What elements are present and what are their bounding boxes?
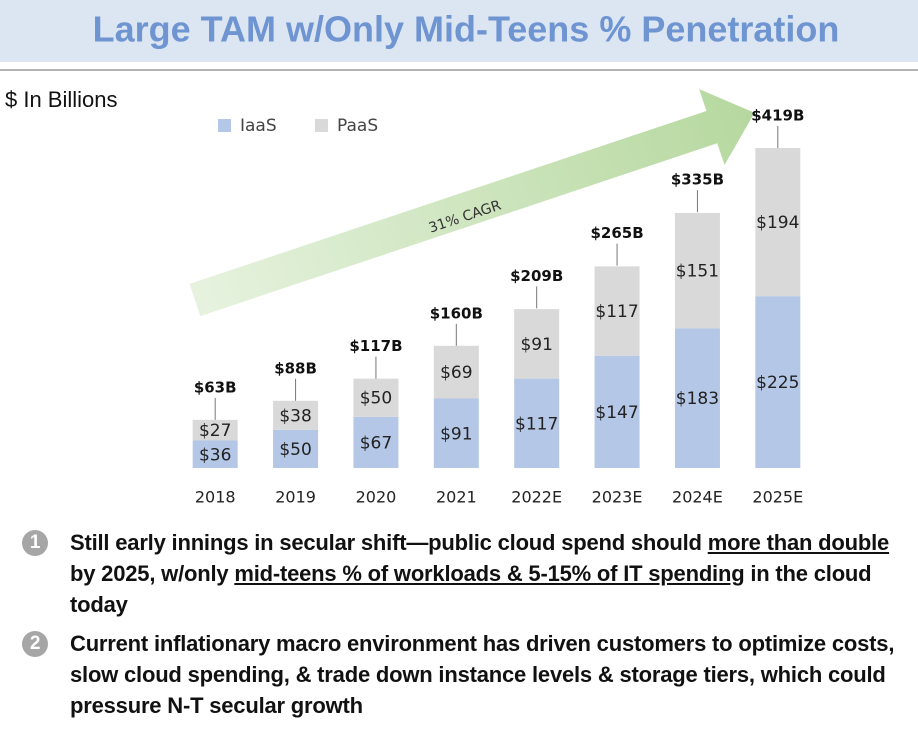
x-tick-label: 2023E (592, 488, 643, 507)
segment-label: $147 (595, 403, 638, 423)
bullet-text: more than double (707, 530, 890, 555)
segment-label: $50 (360, 389, 392, 409)
segment-label: $50 (279, 440, 311, 460)
bar-segment (674, 328, 720, 468)
segment-label: $27 (199, 421, 231, 441)
bar-segment (433, 345, 479, 399)
segment-label: $183 (676, 389, 719, 409)
segment-label: $117 (595, 302, 638, 322)
bar-segment (594, 355, 640, 468)
bullet-number: 2 (22, 631, 48, 657)
bullet-text: Current inflationary macro environment h… (70, 631, 895, 718)
title-banner (0, 0, 918, 62)
bar-segment (514, 309, 560, 379)
bar-segment (514, 378, 560, 468)
bar-segment (273, 400, 319, 430)
bullets: 1 Still early innings in secular shift—pu… (0, 527, 918, 729)
segment-label: $69 (440, 363, 472, 383)
bar-segment (433, 398, 479, 468)
bar-segment (674, 212, 720, 329)
bullet-text: mid-teens % of workloads & 5-15% of IT s… (234, 561, 745, 586)
bullet: 1 Still early innings in secular shift—pu… (0, 527, 918, 620)
cagr-arrow (189, 89, 755, 317)
segment-label: $91 (520, 335, 552, 355)
bullet-text: by 2025, w/only (70, 561, 235, 586)
segment-label: $117 (515, 414, 558, 434)
bar-segment (755, 148, 801, 297)
bullet-number: 1 (22, 530, 48, 556)
chart-title: Large TAM w/Only Mid-Teens % Penetration (93, 9, 840, 50)
legend-swatch (218, 119, 231, 132)
total-label: $117B (349, 337, 402, 355)
bar-segment (755, 296, 801, 468)
unit-label: $ In Billions (5, 87, 118, 112)
bar-segment (192, 419, 238, 441)
legend-label: PaaS (337, 116, 378, 136)
x-tick-label: 2024E (672, 488, 723, 507)
segment-label: $225 (756, 373, 799, 393)
total-label: $335B (671, 171, 724, 189)
total-label: $160B (430, 304, 483, 322)
x-tick-label: 2021 (436, 488, 477, 507)
segment-label: $194 (756, 213, 799, 233)
bar-segment (273, 429, 319, 468)
bar-segment (594, 266, 640, 356)
x-tick-label: 2025E (752, 488, 803, 507)
total-label: $88B (274, 359, 317, 377)
bullet-text: Still early innings in secular shift—pub… (70, 530, 708, 555)
bar-segment (353, 378, 399, 417)
segment-label: $91 (440, 424, 472, 444)
segment-label: $151 (676, 262, 719, 282)
bullet-text: in the cloud today (70, 561, 872, 617)
legend-swatch (315, 119, 328, 132)
chart: Large TAM w/Only Mid-Teens % Penetration… (0, 0, 918, 507)
x-tick-label: 2019 (275, 488, 316, 507)
segment-label: $36 (199, 445, 231, 465)
x-tick-label: 2020 (356, 488, 397, 507)
bar-segment (192, 440, 238, 468)
total-label: $209B (510, 267, 563, 285)
segment-label: $67 (360, 433, 392, 453)
bullet: 2 Current inflationary macro environment … (0, 628, 918, 721)
legend-label: IaaS (240, 116, 277, 136)
total-label: $419B (751, 107, 804, 125)
x-tick-label: 2022E (511, 488, 562, 507)
total-label: $265B (590, 224, 643, 242)
total-label: $63B (194, 378, 237, 396)
bar-segment (353, 416, 399, 468)
segment-label: $38 (279, 406, 311, 426)
x-tick-label: 2018 (195, 488, 236, 507)
